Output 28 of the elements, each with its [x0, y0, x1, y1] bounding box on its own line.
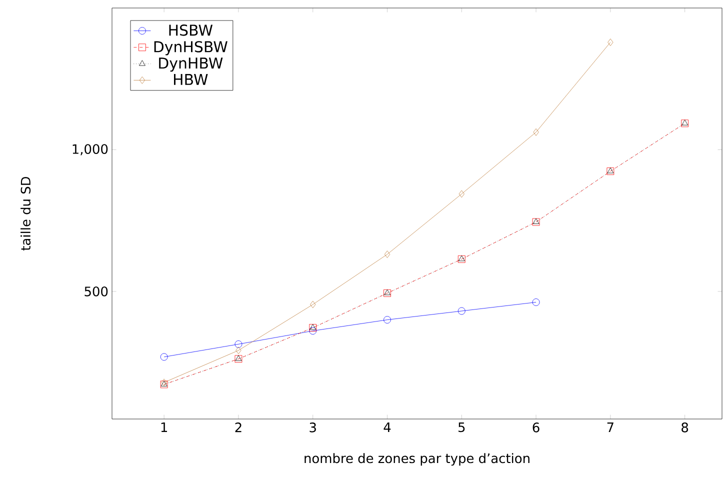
point	[533, 128, 539, 136]
point	[160, 353, 168, 361]
x-tick-label: 2	[235, 422, 242, 432]
point	[384, 250, 390, 258]
point	[234, 340, 242, 348]
point	[384, 316, 391, 324]
x-tick-label: 3	[310, 422, 316, 432]
y-tick-label: 1,000	[72, 144, 108, 156]
y-tick-label: 500	[84, 286, 108, 296]
x-tick-label: 8	[682, 422, 688, 432]
x-tick-label: 5	[458, 422, 465, 432]
point	[532, 298, 540, 306]
x-tick-label: 1	[161, 422, 167, 432]
x-tick-label: 7	[607, 422, 614, 432]
point	[458, 190, 464, 198]
point	[309, 327, 317, 335]
legend-label: HBW	[174, 74, 208, 85]
x-tick-label: 6	[532, 422, 540, 432]
legend-label: DynHBW	[159, 58, 223, 72]
point	[608, 38, 614, 46]
x-tick-label: 4	[384, 422, 391, 432]
legend-label: DynHSBW	[154, 41, 228, 56]
y-axis-title: taille du SD	[20, 176, 31, 250]
point	[310, 300, 316, 308]
point	[458, 307, 466, 315]
x-axis-title: nombre de zones par type d’action	[304, 453, 530, 466]
legend-label: HSBW	[169, 24, 213, 36]
point	[236, 346, 242, 354]
